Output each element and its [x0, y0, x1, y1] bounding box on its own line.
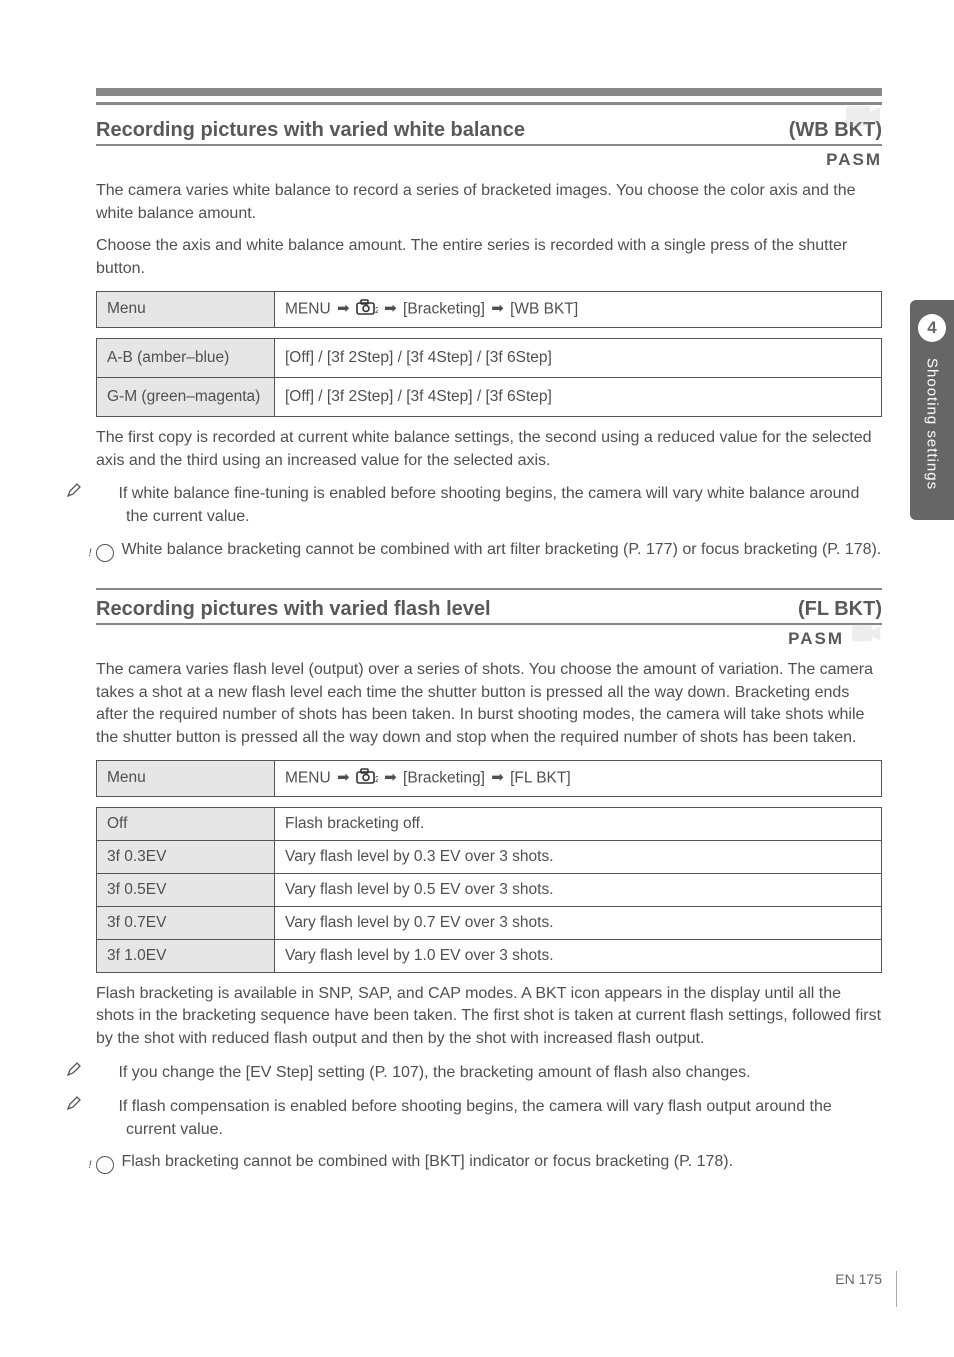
option-label: 3f 0.7EV — [97, 906, 275, 939]
fl-section-heading: Recording pictures with varied flash lev… — [96, 598, 882, 621]
option-value: Vary flash level by 0.3 EV over 3 shots. — [275, 840, 882, 873]
pencil-icon — [96, 1095, 114, 1119]
video-icon — [846, 104, 882, 133]
wb-intro: The camera varies white balance to recor… — [96, 180, 882, 225]
circled-i-icon: ! — [96, 544, 114, 562]
menu-path-cell: MENU ➡ 2 ➡ [Bracketing] ➡ [WB BKT] — [275, 291, 882, 327]
side-tab-label: Shooting settings — [924, 358, 941, 490]
menu-label-cell: Menu — [97, 760, 275, 796]
option-label: 3f 1.0EV — [97, 939, 275, 972]
option-value: Vary flash level by 0.5 EV over 3 shots. — [275, 873, 882, 906]
fl-title: Recording pictures with varied flash lev… — [96, 598, 491, 621]
menu-label-cell: Menu — [97, 291, 275, 327]
fl-intro: The camera varies flash level (output) o… — [96, 659, 882, 750]
pencil-icon — [96, 1061, 114, 1085]
option-value: Flash bracketing off. — [275, 807, 882, 840]
arrow-icon: ➡ — [337, 769, 350, 786]
option-value: [Off] / [3f 2Step] / [3f 4Step] / [3f 6S… — [275, 338, 882, 377]
svg-text:2: 2 — [375, 306, 378, 315]
wb-pasm: PASM — [96, 150, 882, 170]
table-row: 3f 0.7EV Vary flash level by 0.7 EV over… — [97, 906, 882, 939]
option-value: [Off] / [3f 2Step] / [3f 4Step] / [3f 6S… — [275, 377, 882, 416]
wb-axis-intro: Choose the axis and white balance amount… — [96, 235, 882, 280]
wb-menu-path-table: Menu MENU ➡ 2 ➡ [Bracketing] ➡ [WB BKT] — [96, 291, 882, 328]
fl-menu-path-table: Menu MENU ➡ 2 ➡ [Bracketing] ➡ [FL BKT] — [96, 760, 882, 797]
menu-token: [Bracketing] — [403, 769, 489, 786]
pencil-icon — [96, 482, 114, 506]
menu-token: MENU — [285, 300, 331, 317]
option-value: Vary flash level by 1.0 EV over 3 shots. — [275, 939, 882, 972]
table-row: Menu MENU ➡ 2 ➡ [Bracketing] ➡ [WB BKT] — [97, 291, 882, 327]
section-divider — [96, 588, 882, 590]
side-tab: 4 Shooting settings — [910, 300, 954, 520]
wb-section-heading: Recording pictures with varied white bal… — [96, 119, 882, 142]
side-tab-number: 4 — [918, 314, 946, 342]
fl-desc: Flash bracketing is available in SNP, SA… — [96, 983, 882, 1051]
arrow-icon: ➡ — [337, 300, 350, 317]
arrow-icon: ➡ — [384, 769, 397, 786]
menu-path-cell: MENU ➡ 2 ➡ [Bracketing] ➡ [FL BKT] — [275, 760, 882, 796]
table-row: 3f 1.0EV Vary flash level by 1.0 EV over… — [97, 939, 882, 972]
note-text: Flash bracketing cannot be combined with… — [121, 1153, 733, 1170]
table-row: A-B (amber–blue) [Off] / [3f 2Step] / [3… — [97, 338, 882, 377]
wb-options-table: A-B (amber–blue) [Off] / [3f 2Step] / [3… — [96, 338, 882, 417]
header-rule-thick — [96, 88, 882, 96]
page-number: EN 175 — [835, 1271, 882, 1287]
note-text: If flash compensation is enabled before … — [118, 1098, 831, 1138]
table-row: Off Flash bracketing off. — [97, 807, 882, 840]
menu-token: [WB BKT] — [510, 300, 578, 317]
option-value: Vary flash level by 0.7 EV over 3 shots. — [275, 906, 882, 939]
wb-title: Recording pictures with varied white bal… — [96, 119, 525, 142]
fl-comp-note: If flash compensation is enabled before … — [96, 1095, 882, 1142]
arrow-icon: ➡ — [491, 300, 504, 317]
note-text: If white balance fine-tuning is enabled … — [118, 485, 859, 525]
menu-token: [FL BKT] — [510, 769, 571, 786]
header-rule-thin — [96, 102, 882, 105]
table-row: 3f 0.3EV Vary flash level by 0.3 EV over… — [97, 840, 882, 873]
table-row: G-M (green–magenta) [Off] / [3f 2Step] /… — [97, 377, 882, 416]
arrow-icon: ➡ — [384, 300, 397, 317]
fl-code: (FL BKT) — [798, 598, 882, 621]
option-label: 3f 0.5EV — [97, 873, 275, 906]
wb-note1: If white balance fine-tuning is enabled … — [96, 482, 882, 529]
svg-text:2: 2 — [375, 775, 378, 784]
footer-vline — [896, 1271, 897, 1307]
table-row: Menu MENU ➡ 2 ➡ [Bracketing] ➡ [FL BKT] — [97, 760, 882, 796]
option-label: Off — [97, 807, 275, 840]
option-label: G-M (green–magenta) — [97, 377, 275, 416]
wb-desc: The first copy is recorded at current wh… — [96, 427, 882, 472]
option-label: 3f 0.3EV — [97, 840, 275, 873]
fl-restrict: ! Flash bracketing cannot be combined wi… — [96, 1151, 882, 1174]
menu-token: MENU — [285, 769, 331, 786]
circled-i-icon: ! — [96, 1156, 114, 1174]
wb-note2: ! White balance bracketing cannot be com… — [96, 539, 882, 562]
table-row: 3f 0.5EV Vary flash level by 0.5 EV over… — [97, 873, 882, 906]
wb-underline — [96, 144, 882, 146]
arrow-icon: ➡ — [491, 769, 504, 786]
video-icon — [852, 623, 882, 648]
fl-options-table: Off Flash bracketing off. 3f 0.3EV Vary … — [96, 807, 882, 973]
camera2-icon: 2 — [356, 299, 378, 320]
option-label: A-B (amber–blue) — [97, 338, 275, 377]
fl-ev-note: If you change the [EV Step] setting (P. … — [96, 1061, 882, 1085]
camera2-icon: 2 — [356, 768, 378, 789]
note-text: If you change the [EV Step] setting (P. … — [118, 1064, 750, 1081]
menu-token: [Bracketing] — [403, 300, 489, 317]
fl-pasm: PASM — [788, 629, 844, 649]
note-text: White balance bracketing cannot be combi… — [121, 541, 881, 558]
